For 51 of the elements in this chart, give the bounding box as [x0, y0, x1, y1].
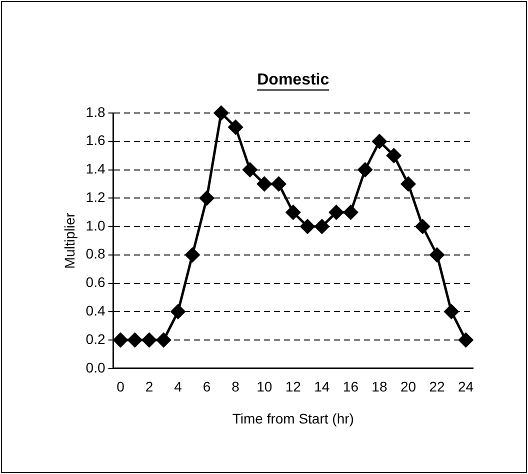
point	[214, 106, 228, 120]
point	[113, 332, 128, 348]
y-axis-title: Multiplier	[61, 212, 78, 269]
x-axis-title: Time from Start (hr)	[232, 410, 354, 426]
x-tick-label: 2	[145, 378, 154, 395]
point	[386, 148, 402, 163]
point	[242, 162, 258, 178]
x-tick-label: 14	[314, 378, 330, 395]
x-tick-label: 8	[232, 378, 240, 395]
point	[314, 219, 330, 234]
x-tick-label: 10	[256, 378, 272, 395]
y-tick-label: 1.4	[86, 160, 106, 177]
x-tick-label: 0	[116, 378, 125, 395]
point	[257, 176, 272, 192]
point	[200, 190, 214, 206]
y-tick-label: 0.0	[86, 359, 106, 376]
x-tick-label: 16	[342, 378, 359, 395]
y-tick-label: 0.6	[86, 274, 106, 290]
point	[170, 304, 186, 319]
point	[343, 205, 358, 220]
point	[415, 219, 430, 234]
chart-title: Domestic	[257, 71, 330, 88]
x-tick-label: 12	[285, 378, 302, 395]
point	[286, 205, 300, 220]
point	[142, 332, 156, 348]
y-tick-label: 0.8	[86, 246, 106, 262]
x-tick-label: 18	[372, 378, 388, 395]
point	[372, 134, 387, 149]
point	[400, 176, 416, 192]
x-tick-label: 4	[174, 378, 182, 395]
point	[156, 332, 171, 348]
point	[185, 248, 200, 262]
point	[430, 248, 444, 262]
point	[329, 205, 344, 220]
point	[271, 176, 286, 192]
y-tick-label: 1.8	[86, 104, 106, 120]
point	[228, 120, 243, 134]
y-tick-label: 1.2	[86, 188, 106, 205]
point	[128, 332, 142, 348]
x-tick-label: 24	[458, 378, 474, 395]
y-tick-label: 1.0	[86, 217, 106, 234]
x-tick-label: 20	[400, 378, 416, 395]
y-tick-label: 1.6	[86, 132, 106, 148]
x-tick-label: 22	[429, 378, 446, 395]
y-tick-label: 0.2	[86, 330, 106, 347]
point	[358, 162, 372, 178]
x-tick-label: 6	[202, 378, 211, 395]
y-tick-label: 0.4	[86, 302, 106, 319]
point	[300, 219, 315, 234]
point	[444, 304, 459, 319]
point	[458, 332, 474, 348]
